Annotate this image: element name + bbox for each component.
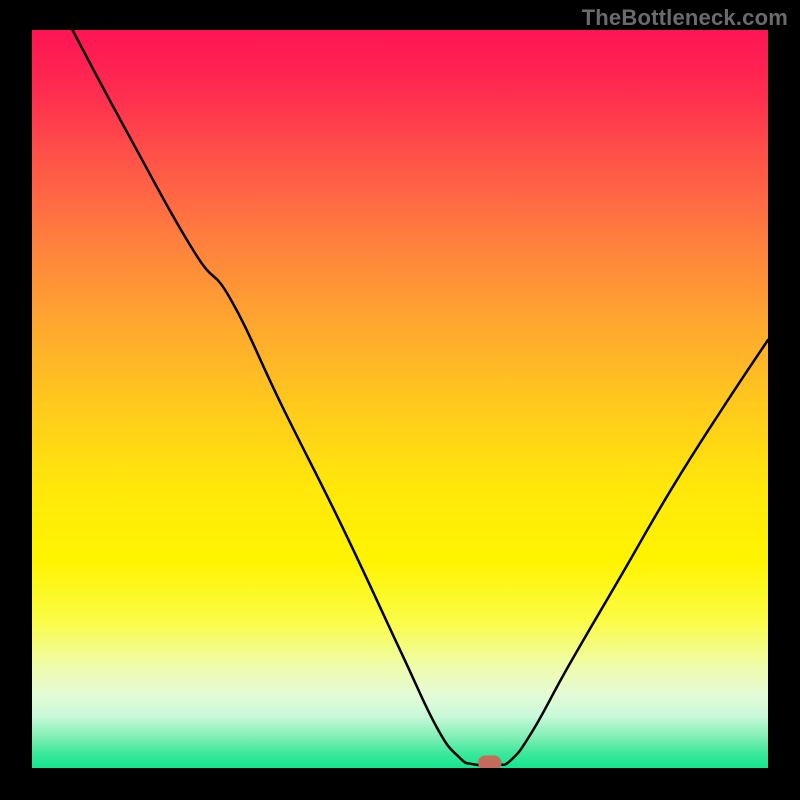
watermark-text: TheBottleneck.com	[582, 5, 788, 31]
plot-area	[32, 30, 768, 768]
optimum-marker	[478, 755, 502, 768]
plot-svg	[32, 30, 768, 768]
chart-root-container: TheBottleneck.com	[0, 0, 800, 800]
gradient-background	[32, 30, 768, 768]
